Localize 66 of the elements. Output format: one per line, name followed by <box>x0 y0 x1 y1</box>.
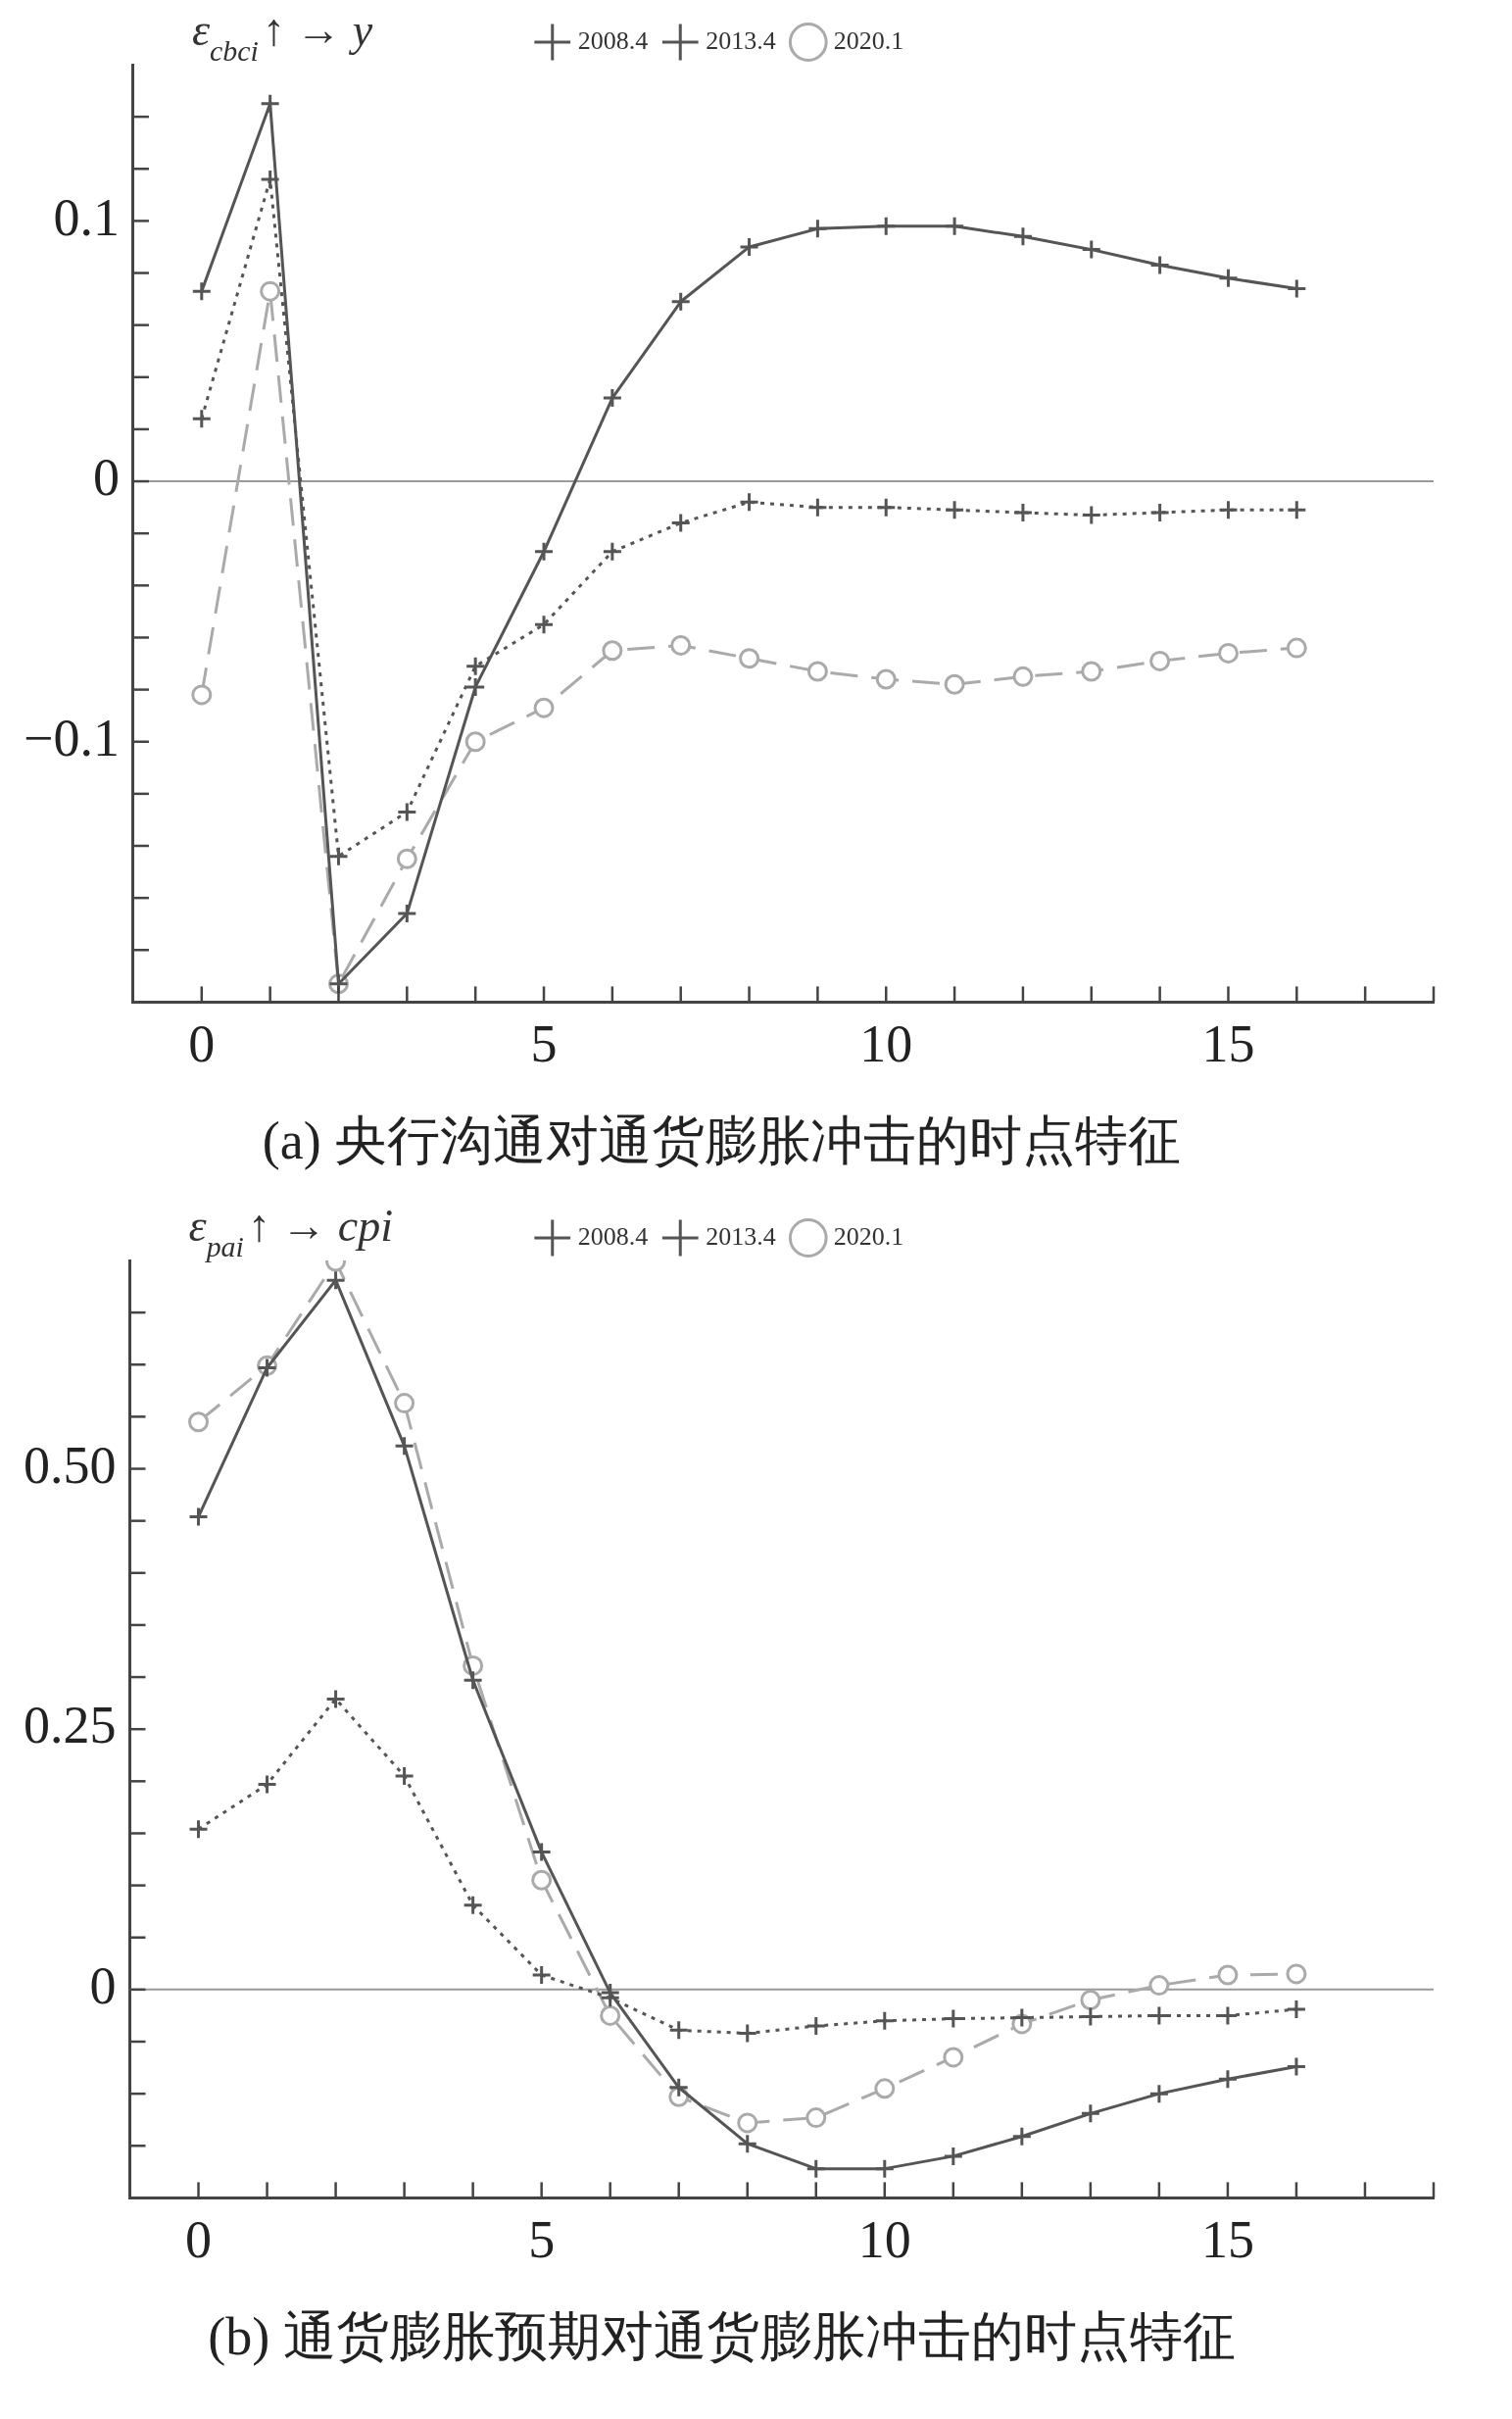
point <box>805 2107 827 2129</box>
point <box>943 2146 964 2167</box>
y-tick-label: −0.1 <box>23 708 120 767</box>
y-tick-label: 0 <box>92 448 120 508</box>
x-tick-label: 5 <box>528 2209 556 2269</box>
point <box>1217 2068 1239 2090</box>
point <box>943 2008 964 2030</box>
point <box>531 1964 553 1986</box>
point <box>1080 1989 1101 2010</box>
point <box>463 1669 484 1691</box>
point <box>394 1765 415 1787</box>
point <box>668 2077 690 2098</box>
point <box>1286 1963 1307 1985</box>
text: (b) 通货膨胀预期对通货膨胀冲击的时点特征 <box>208 2306 1236 2366</box>
legend-label: 2008.4 <box>577 25 649 55</box>
y-tick-label: 0.50 <box>24 1435 117 1495</box>
point <box>805 2158 827 2180</box>
point <box>1080 2006 1101 2027</box>
point <box>257 1774 278 1796</box>
x-tick-label: 10 <box>859 1013 913 1073</box>
x-tick-label: 15 <box>1200 2209 1254 2269</box>
point <box>737 2023 758 2044</box>
x-tick-label: 0 <box>188 1013 216 1073</box>
point <box>1217 2004 1239 2026</box>
x-tick-label: 15 <box>1201 1013 1255 1073</box>
legend-label: 2013.4 <box>706 25 776 55</box>
point <box>188 1411 210 1433</box>
point <box>463 1895 484 1916</box>
point <box>805 2015 827 2037</box>
legend-label: 2013.4 <box>706 1221 776 1251</box>
point <box>874 2010 896 2032</box>
x-tick-label: 0 <box>185 2209 213 2269</box>
point <box>1011 2126 1033 2147</box>
point <box>1080 2102 1101 2124</box>
point <box>874 2078 896 2099</box>
text: (a) 央行沟通对通货膨胀冲击的时点特征 <box>262 1111 1182 1170</box>
x-tick-label: 10 <box>857 2209 911 2269</box>
y-tick-label: 0.25 <box>24 1696 117 1755</box>
point <box>600 2004 621 2026</box>
point <box>531 1842 553 1863</box>
point <box>531 1869 553 1891</box>
point <box>737 2133 758 2154</box>
point <box>1217 1964 1239 1986</box>
point <box>1011 2007 1033 2029</box>
point <box>1148 2004 1170 2026</box>
point <box>325 1269 347 1291</box>
point <box>1286 1999 1307 2020</box>
point <box>600 1982 621 2003</box>
x-tick-label: 5 <box>530 1013 558 1073</box>
point <box>668 2019 690 2041</box>
point <box>943 2047 964 2068</box>
y-tick-label: 0 <box>89 1956 117 2016</box>
point <box>188 1818 210 1840</box>
point <box>188 1506 210 1527</box>
point <box>1286 2056 1307 2077</box>
point <box>394 1435 415 1456</box>
point <box>1148 2083 1170 2104</box>
point <box>325 1688 347 1709</box>
point <box>1148 1975 1170 1997</box>
legend-label: 2020.1 <box>833 25 904 55</box>
legend-label: 2020.1 <box>833 1221 904 1251</box>
point <box>874 2158 896 2180</box>
legend-label: 2008.4 <box>577 1221 649 1251</box>
point <box>394 1393 415 1414</box>
point <box>737 2112 758 2134</box>
y-tick-label: 0.1 <box>53 187 120 247</box>
